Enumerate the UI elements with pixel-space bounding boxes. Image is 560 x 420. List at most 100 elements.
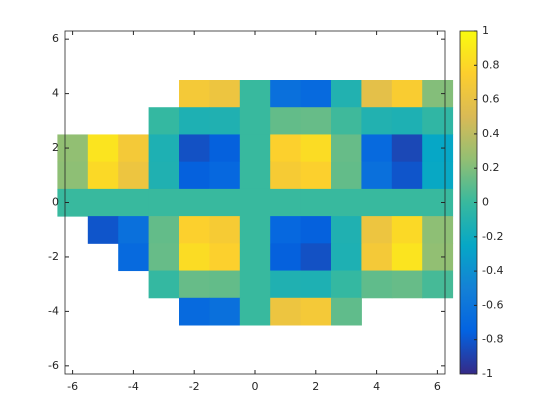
heat-cell [209,297,241,326]
heat-cell [209,161,241,190]
colorbar-tick-label: -0.2 [482,230,503,243]
x-tick-label: -4 [128,380,139,393]
heat-cell [361,134,393,163]
heat-cell [148,107,180,135]
y-tick-label: -6 [48,359,59,372]
heat-cell [361,161,393,190]
y-tick-label: -2 [48,250,59,263]
heat-cell [179,80,210,108]
heat-cell [57,161,89,190]
y-tick-label: 6 [52,32,59,45]
heat-cell [179,134,210,163]
heat-cell [391,80,423,108]
heat-cell [87,161,119,190]
heat-cell [300,243,332,272]
heat-cell [270,80,302,108]
heat-cell [391,161,423,190]
heat-cell [209,270,241,299]
x-tick-label: 2 [312,380,319,393]
y-tick-label: -4 [48,304,59,317]
plot-area [57,80,454,326]
heat-cell [179,161,210,190]
heat-cell [239,216,271,244]
heat-cell [209,216,241,244]
heat-cell [239,270,271,299]
heat-cell [391,107,423,135]
heat-cell [391,134,423,163]
colorbar-tick-label: -0.4 [482,264,503,277]
heat-cell [422,134,454,163]
heat-cell [391,216,423,244]
heat-cell [118,188,150,217]
heat-cell [179,297,210,326]
heat-cell [422,216,454,244]
heat-cell [300,134,332,163]
colorbar-tick-label: -1 [482,367,493,380]
heat-cell [209,243,241,272]
heat-cell [87,216,119,244]
y-tick-label: 0 [52,196,59,209]
heat-cell [391,188,423,217]
heat-cell [118,134,150,163]
heat-cell [300,161,332,190]
heat-cell [179,270,210,299]
heat-cell [422,107,454,135]
heat-cell [422,243,454,272]
heat-cell [87,188,119,217]
heat-cell [361,243,393,272]
y-tick-label: 2 [52,141,59,154]
heat-cell [239,297,271,326]
heat-cell [118,243,150,272]
heat-cell [57,188,89,217]
heat-cell [270,161,302,190]
colorbar-tick-label: 0 [482,196,489,209]
heat-cell [179,216,210,244]
heat-cell [270,297,302,326]
heat-cell [270,188,302,217]
heat-cell [422,188,454,217]
heat-cell [148,188,180,217]
heat-cell [209,80,241,108]
heat-cell [148,270,180,299]
heat-cell [270,243,302,272]
x-tick-label: -6 [67,380,78,393]
heat-cell [270,134,302,163]
heat-cell [331,270,362,299]
heat-cell [239,107,271,135]
heat-cell [300,188,332,217]
heat-cell [239,80,271,108]
heat-cell [239,188,271,217]
x-tick-label: 0 [252,380,259,393]
heat-cell [422,161,454,190]
heat-cell [300,297,332,326]
heat-cell [300,270,332,299]
heat-cell [118,161,150,190]
heat-cell [118,216,150,244]
colorbar-tick-label: 0.8 [482,58,500,71]
heat-cell [239,243,271,272]
heat-cell [87,134,119,163]
heat-cell [331,188,362,217]
heat-cell [209,188,241,217]
x-tick-label: 6 [434,380,441,393]
heat-cell [179,243,210,272]
x-tick-label: 4 [373,380,380,393]
colorbar-tick-label: 0.4 [482,127,500,140]
heat-cell [270,216,302,244]
heat-cell [391,270,423,299]
heat-cell [422,80,454,108]
heat-cell [331,80,362,108]
heat-cell [179,107,210,135]
heat-cell [391,243,423,272]
colorbar-tick-label: 1 [482,24,489,37]
heat-cell [209,134,241,163]
heat-cell [148,134,180,163]
heat-cell [179,188,210,217]
heat-cell [209,107,241,135]
heat-cell [300,107,332,135]
heat-cell [361,188,393,217]
heat-cell [148,243,180,272]
colorbar-tick-label: -0.8 [482,333,503,346]
colorbar-tick-label: -0.6 [482,298,503,311]
